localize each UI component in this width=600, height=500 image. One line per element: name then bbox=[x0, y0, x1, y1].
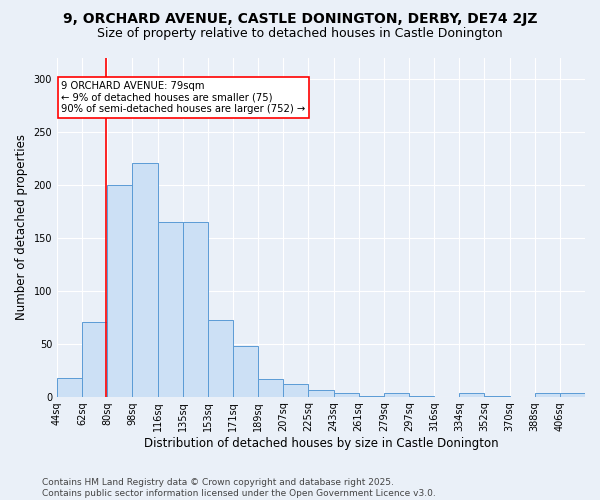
Bar bbox=[233, 346, 258, 397]
Text: Size of property relative to detached houses in Castle Donington: Size of property relative to detached ho… bbox=[97, 28, 503, 40]
Bar bbox=[459, 394, 484, 396]
Bar bbox=[158, 222, 183, 396]
Bar bbox=[560, 394, 585, 396]
Bar bbox=[283, 384, 308, 396]
X-axis label: Distribution of detached houses by size in Castle Donington: Distribution of detached houses by size … bbox=[144, 437, 499, 450]
Bar bbox=[107, 184, 133, 396]
Bar bbox=[183, 222, 208, 396]
Bar bbox=[258, 378, 283, 396]
Bar bbox=[334, 394, 359, 396]
Bar bbox=[384, 394, 409, 396]
Bar bbox=[535, 394, 560, 396]
Bar bbox=[133, 164, 158, 396]
Text: 9 ORCHARD AVENUE: 79sqm
← 9% of detached houses are smaller (75)
90% of semi-det: 9 ORCHARD AVENUE: 79sqm ← 9% of detached… bbox=[61, 81, 305, 114]
Bar bbox=[208, 320, 233, 396]
Bar bbox=[308, 390, 334, 396]
Text: 9, ORCHARD AVENUE, CASTLE DONINGTON, DERBY, DE74 2JZ: 9, ORCHARD AVENUE, CASTLE DONINGTON, DER… bbox=[63, 12, 537, 26]
Bar bbox=[57, 378, 82, 396]
Text: Contains HM Land Registry data © Crown copyright and database right 2025.
Contai: Contains HM Land Registry data © Crown c… bbox=[42, 478, 436, 498]
Bar bbox=[82, 322, 107, 396]
Y-axis label: Number of detached properties: Number of detached properties bbox=[15, 134, 28, 320]
